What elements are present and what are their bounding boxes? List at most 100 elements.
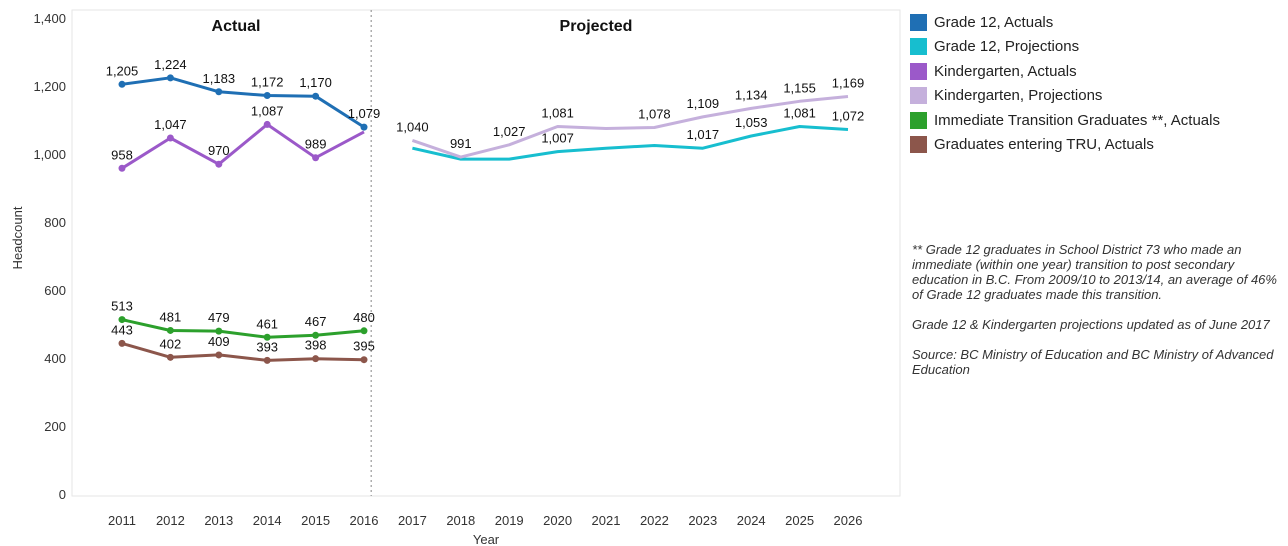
x-tick-label: 2013 [204, 513, 233, 528]
x-tick-label: 2014 [253, 513, 282, 528]
data-label: 1,155 [783, 80, 816, 95]
x-tick-label: 2017 [398, 513, 427, 528]
data-point [215, 327, 223, 335]
data-point [166, 134, 174, 142]
panel-label-projected: Projected [560, 18, 633, 35]
data-point [360, 356, 368, 364]
data-point [215, 351, 223, 359]
data-label: 1,079 [348, 106, 381, 121]
series-line [121, 341, 365, 362]
data-point [263, 120, 271, 128]
panel-label-actual: Actual [212, 18, 261, 35]
y-tick-label: 1,200 [33, 79, 66, 94]
x-tick-label: 2024 [737, 513, 766, 528]
x-axis: 2011 2012 2013 2014 2015 2016 2017 2018 2019 2020… [108, 513, 862, 528]
x-tick-label: 2015 [301, 513, 330, 528]
data-label: 970 [208, 143, 230, 158]
series-line [121, 318, 365, 339]
x-tick-label: 2020 [543, 513, 572, 528]
data-point [263, 333, 271, 341]
data-label: 395 [353, 339, 375, 354]
legend-swatch [910, 136, 927, 154]
data-label: 1,081 [541, 105, 574, 120]
data-label: 1,017 [687, 127, 720, 142]
x-tick-label: 2026 [834, 513, 863, 528]
data-point [360, 327, 368, 335]
y-tick-label: 1,000 [33, 147, 66, 162]
y-tick-label: 1,400 [33, 11, 66, 26]
data-label: 409 [208, 334, 230, 349]
data-label: 1,053 [735, 115, 768, 130]
x-tick-label: 2019 [495, 513, 524, 528]
data-label: 481 [160, 309, 182, 324]
note-footnote: ** Grade 12 graduates in School District… [912, 242, 1277, 302]
x-tick-label: 2016 [350, 513, 379, 528]
y-tick-label: 800 [44, 215, 66, 230]
data-label: 479 [208, 310, 230, 325]
data-point [312, 355, 320, 363]
x-tick-label: 2022 [640, 513, 669, 528]
data-label: 467 [305, 314, 327, 329]
data-label: 1,170 [299, 75, 332, 90]
legend-label: Kindergarten, Actuals [934, 62, 1077, 80]
legend-swatch [910, 62, 927, 80]
data-point [166, 326, 174, 334]
data-label: 480 [353, 310, 375, 325]
data-label: 398 [305, 338, 327, 353]
legend-label: Immediate Transition Graduates **, Actua… [934, 111, 1220, 129]
data-label: 1,109 [687, 96, 720, 111]
data-point [215, 88, 223, 96]
plot-frame [71, 9, 901, 497]
data-label: 958 [111, 147, 133, 162]
x-tick-label: 2025 [785, 513, 814, 528]
legend-item-grade12-projections[interactable]: Grade 12, Projections [910, 35, 1220, 60]
data-label: 1,087 [251, 103, 284, 118]
data-labels: 1,205 1,224 1,183 1,172 1,170 1,079 1,007 1,017… [106, 57, 865, 355]
y-axis: 0 200 400 600 800 1,000 1,200 1,400 [33, 11, 66, 502]
data-label: 461 [256, 316, 278, 331]
data-label: 1,047 [154, 117, 187, 132]
x-tick-label: 2021 [592, 513, 621, 528]
data-label: 1,027 [493, 124, 526, 139]
data-point [312, 331, 320, 339]
legend-label: Kindergarten, Projections [934, 87, 1103, 105]
legend-swatch [910, 38, 927, 56]
legend-label: Graduates entering TRU, Actuals [934, 136, 1154, 154]
data-label: 1,205 [106, 63, 139, 78]
data-point [263, 356, 271, 364]
legend-item-immediate-transition[interactable]: Immediate Transition Graduates **, Actua… [910, 108, 1220, 133]
y-tick-label: 0 [59, 487, 66, 502]
legend-swatch [910, 111, 927, 129]
data-point [312, 154, 320, 162]
data-label: 513 [111, 299, 133, 314]
legend-item-kindergarten-projections[interactable]: Kindergarten, Projections [910, 84, 1220, 109]
data-point [118, 164, 126, 172]
data-label: 402 [160, 336, 182, 351]
y-axis-label: Headcount [10, 206, 25, 269]
series-lines [118, 74, 849, 364]
data-label: 1,007 [541, 131, 574, 146]
x-axis-label: Year [473, 532, 500, 546]
gridlines [71, 9, 901, 497]
note-projection-date: Grade 12 & Kindergarten projections upda… [912, 317, 1270, 332]
legend: Grade 12, Actuals Grade 12, Projections … [910, 10, 1220, 157]
data-label: 393 [256, 339, 278, 354]
legend-label: Grade 12, Projections [934, 38, 1080, 56]
y-tick-label: 400 [44, 351, 66, 366]
legend-item-grade12-actuals[interactable]: Grade 12, Actuals [910, 10, 1220, 35]
legend-item-kindergarten-actuals[interactable]: Kindergarten, Actuals [910, 59, 1220, 84]
x-tick-label: 2018 [446, 513, 475, 528]
series-line [121, 76, 365, 129]
data-label: 989 [305, 137, 327, 152]
data-point [118, 80, 126, 88]
data-label: 1,072 [832, 109, 865, 124]
x-tick-label: 2012 [156, 513, 185, 528]
data-label: 1,169 [832, 76, 865, 91]
x-tick-label: 2023 [688, 513, 717, 528]
data-label: 1,078 [638, 106, 671, 121]
series-line [412, 125, 849, 161]
data-label: 1,040 [396, 119, 429, 134]
legend-item-graduates-tru[interactable]: Graduates entering TRU, Actuals [910, 133, 1220, 158]
legend-label: Grade 12, Actuals [934, 13, 1054, 31]
